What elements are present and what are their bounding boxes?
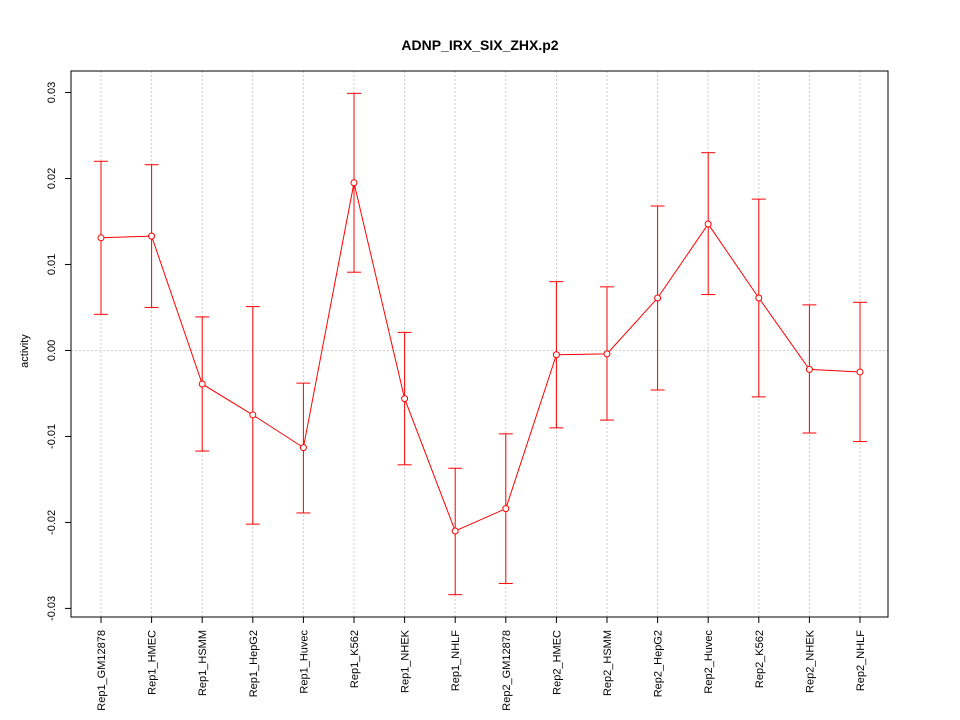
series-line — [100, 182, 861, 532]
data-point — [350, 179, 358, 187]
data-point — [805, 365, 813, 373]
data-point — [502, 505, 510, 513]
x-tick-label: Rep2_NHLF — [855, 630, 867, 691]
data-point — [148, 232, 156, 240]
data-point — [198, 380, 206, 388]
data-point — [299, 444, 307, 452]
x-tick-label: Rep2_K562 — [754, 630, 766, 688]
x-tick-label: Rep1_NHLF — [450, 630, 462, 691]
x-tick-label: Rep2_HepG2 — [653, 630, 665, 697]
data-point — [755, 294, 763, 302]
grid-layer — [71, 71, 888, 617]
y-tick-label: -0.03 — [46, 596, 58, 621]
point-layer — [97, 179, 864, 535]
y-tick-label: 0.01 — [46, 254, 58, 275]
x-tick-label: Rep2_GM12878 — [501, 630, 513, 711]
data-point — [97, 234, 105, 242]
data-point — [654, 294, 662, 302]
y-tick-label: 0.03 — [46, 82, 58, 103]
line-layer — [100, 182, 861, 532]
x-tick-label: Rep1_HMEC — [147, 630, 159, 695]
data-point — [704, 220, 712, 228]
x-tick-label: Rep1_HepG2 — [248, 630, 260, 697]
x-tick-label: Rep1_Huvec — [298, 630, 310, 694]
data-point — [249, 411, 257, 419]
x-tick-label: Rep2_Huvec — [703, 630, 715, 694]
x-tick-label: Rep1_NHEK — [400, 629, 412, 693]
x-tick-label: Rep2_NHEK — [804, 629, 816, 693]
x-tick-label: Rep1_GM12878 — [96, 630, 108, 711]
y-axis-label: activity — [19, 334, 31, 368]
data-point — [603, 350, 611, 358]
chart-title: ADNP_IRX_SIX_ZHX.p2 — [401, 37, 558, 53]
x-tick-label: Rep2_HMEC — [551, 630, 563, 695]
data-point — [401, 395, 409, 403]
data-point — [552, 351, 560, 359]
y-tick-label: 0.00 — [46, 340, 58, 361]
x-tick-label: Rep1_K562 — [349, 630, 361, 688]
x-tick-label: Rep2_HSMM — [602, 630, 614, 696]
y-tick-label: -0.02 — [46, 510, 58, 535]
plot-frame — [70, 70, 889, 618]
axis-layer: -0.03 -0.02 -0.01 0.00 0.01 0.02 0.03 Rep1_GM12… — [46, 82, 867, 711]
y-tick-label: -0.01 — [46, 424, 58, 449]
data-point — [451, 527, 459, 535]
y-tick-label: 0.02 — [46, 168, 58, 189]
data-point — [856, 368, 864, 376]
x-tick-label: Rep1_HSMM — [197, 630, 209, 696]
